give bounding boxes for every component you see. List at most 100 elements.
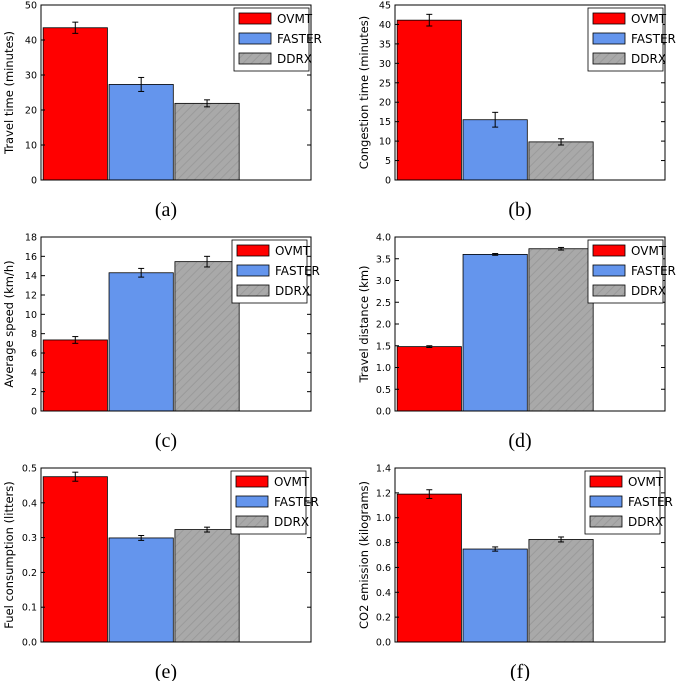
bar-ovmt [396, 493, 462, 643]
y-tick-label: 10 [25, 310, 37, 321]
y-tick-label: 30 [25, 71, 37, 82]
legend-swatch-ovmt [589, 475, 623, 488]
y-tick-label: 45 [379, 1, 391, 12]
panel-caption: (b) [508, 199, 531, 221]
y-tick-label: 5 [385, 156, 391, 167]
error-bar-ddrx [204, 526, 211, 533]
y-tick-label: 0.0 [376, 638, 391, 649]
y-tick-label: 0.4 [22, 498, 37, 509]
y-tick-label: 0.0 [22, 638, 37, 649]
legend-swatch-ddrx [592, 284, 626, 297]
y-tick-label: 0.4 [376, 588, 391, 599]
bar-faster [108, 537, 174, 643]
error-bar-faster [492, 111, 499, 128]
error-bar-ovmt [72, 471, 79, 482]
y-tick-label: 25 [379, 78, 391, 89]
y-tick-label: 20 [25, 106, 37, 117]
plot-frame [40, 467, 312, 643]
legend-swatch-ovmt [238, 12, 272, 25]
bar-faster [108, 272, 174, 412]
legend-label-ddrx: DDRX [277, 52, 312, 66]
y-tick-label: 0 [385, 176, 391, 187]
error-bar-ddrx [558, 536, 565, 543]
y-tick-label: 0 [31, 176, 37, 187]
y-tick-label: 6 [31, 349, 37, 360]
legend-swatch-faster [589, 495, 623, 508]
legend: OVMT FASTER DDRX [587, 7, 676, 72]
bar-ddrx [174, 102, 240, 181]
chart-panel-1: 0 10 20 30 40 50 Travel time (minutes) (a) OVMT F… [2, 1, 322, 222]
legend-label-ddrx: DDRX [275, 284, 310, 298]
y-tick-label: 10 [25, 141, 37, 152]
y-tick-label: 0.5 [376, 385, 391, 396]
y-tick-label: 10 [379, 137, 391, 148]
y-tick-label: 4 [31, 368, 37, 379]
legend-label-ovmt: OVMT [631, 12, 667, 26]
bar-ddrx [528, 248, 594, 412]
legend: OVMT FASTER DDRX [587, 239, 676, 304]
error-bar-ddrx [204, 255, 211, 268]
bar-ddrx [174, 529, 240, 643]
legend-label-ovmt: OVMT [274, 475, 310, 489]
y-axis-label: Fuel consumption (litters) [2, 481, 16, 629]
y-tick-label: 18 [25, 233, 37, 244]
y-tick-label: 0.5 [22, 464, 37, 475]
plot-frame [40, 236, 312, 412]
y-tick-label: 1.4 [376, 464, 391, 475]
legend-swatch-faster [592, 264, 626, 277]
bar-faster [462, 548, 528, 643]
y-axis-label: Travel time (minutes) [2, 31, 16, 155]
legend-swatch-ovmt [592, 244, 626, 257]
y-tick-label: 0.2 [22, 568, 37, 579]
y-tick-label: 1.5 [376, 341, 391, 352]
y-tick-label: 1.0 [376, 363, 391, 374]
legend-swatch-ddrx [589, 515, 623, 528]
y-tick-label: 0.8 [376, 538, 391, 549]
error-bar-faster [138, 76, 145, 92]
y-tick-label: 3.5 [376, 254, 391, 265]
y-tick-label: 50 [25, 1, 37, 12]
y-tick-label: 14 [25, 271, 37, 282]
error-bar-faster [492, 546, 499, 552]
chart-panel-2: 0 5 10 15 20 25 30 35 40 45 Congestion time (minut… [357, 1, 676, 222]
legend-label-ovmt: OVMT [631, 244, 667, 258]
y-tick-label: 2.0 [376, 320, 391, 331]
error-bar-faster [492, 253, 499, 256]
y-tick-label: 0.1 [22, 603, 37, 614]
bar-ovmt [42, 27, 108, 181]
y-tick-label: 8 [31, 329, 37, 340]
y-tick-label: 30 [379, 59, 391, 70]
bar-ddrx [528, 141, 594, 181]
legend-label-faster: FASTER [631, 264, 676, 278]
y-tick-label: 2 [31, 387, 37, 398]
bar-ovmt [396, 346, 462, 412]
y-tick-label: 16 [25, 252, 37, 263]
legend-label-ovmt: OVMT [277, 12, 313, 26]
bar-ovmt [42, 339, 108, 412]
legend-swatch-ddrx [236, 284, 270, 297]
chart-panel-4: 0.0 0.5 1.0 1.5 2.0 2.5 3.0 3.5 4.0 Travel distan… [357, 233, 676, 453]
y-axis-label: Congestion time (minutes) [357, 16, 371, 170]
legend-label-faster: FASTER [631, 32, 676, 46]
legend-label-faster: FASTER [277, 32, 322, 46]
y-tick-label: 40 [25, 36, 37, 47]
y-tick-label: 35 [379, 39, 391, 50]
bar-faster [108, 84, 174, 181]
y-tick-label: 0.6 [376, 563, 391, 574]
legend-label-faster: FASTER [275, 264, 320, 278]
legend-label-ovmt: OVMT [275, 244, 311, 258]
error-bar-ddrx [558, 246, 565, 251]
legend-swatch-ovmt [236, 244, 270, 257]
y-tick-label: 1.2 [376, 488, 391, 499]
plot-frame [394, 467, 666, 643]
legend-swatch-faster [235, 495, 269, 508]
legend: OVMT FASTER DDRX [584, 470, 673, 535]
plot-frame [394, 4, 666, 181]
error-bar-ovmt [426, 13, 433, 27]
bar-ovmt [42, 476, 108, 643]
legend-label-faster: FASTER [274, 495, 319, 509]
legend-label-ovmt: OVMT [628, 475, 664, 489]
bar-ovmt [396, 19, 462, 181]
legend-swatch-ovmt [235, 475, 269, 488]
